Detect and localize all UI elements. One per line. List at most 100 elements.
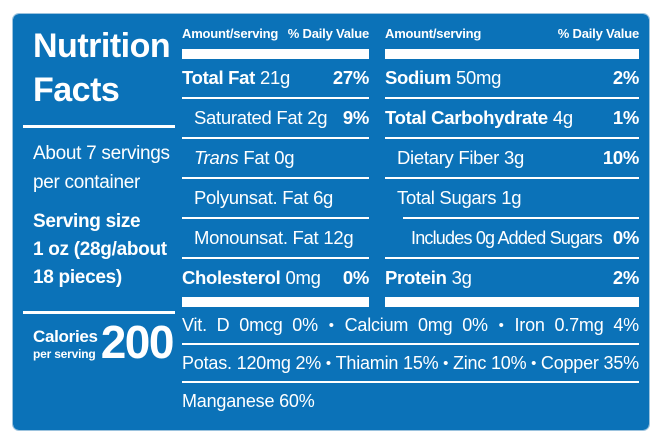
nutrient-row-total-carbohydrate: Total Carbohydrate 4g 1% <box>385 99 639 137</box>
nutrition-facts-title: Nutrition Facts <box>23 24 175 112</box>
micronutrients-row-2: Potas. 120mg 2% • Thiamin 15% • Zinc 10%… <box>182 345 639 381</box>
divider <box>23 310 175 314</box>
nutrient-row-protein: Protein 3g 2% <box>385 259 639 297</box>
section-bar <box>182 297 369 307</box>
nutrient-name: Protein <box>385 267 447 288</box>
nutrient-amount: 50mg <box>456 67 502 88</box>
bullet-separator: • <box>325 354 331 372</box>
nutrient-name: Dietary Fiber <box>397 147 499 168</box>
nutrient-row-total-sugars: Total Sugars 1g <box>385 179 639 217</box>
row-divider <box>385 177 639 179</box>
micronutrient-item: Iron 0.7mg 4% <box>514 314 639 335</box>
nutrient-amount: 0mg <box>285 267 321 288</box>
daily-value: 0% <box>612 227 639 248</box>
calories-label-stack: Calories per serving <box>23 327 98 361</box>
nutrient-name: Total Sugars <box>397 187 497 208</box>
amount-per-serving-header: Amount/serving <box>385 26 482 41</box>
row-divider <box>385 257 639 259</box>
nutrient-columns: Amount/serving % Daily Value Total Fat 2… <box>182 24 639 307</box>
nutrient-column-fats: Amount/serving % Daily Value Total Fat 2… <box>182 24 369 307</box>
micronutrient-item: Calcium 0mg 0% <box>344 314 488 335</box>
nutrient-amount: 1g <box>501 187 522 208</box>
nutrient-row-polyunsaturated-fat: Polyunsat. Fat 6g <box>182 179 369 217</box>
servings-per-container: About 7 servings per container <box>23 140 175 197</box>
micronutrient-item: Zinc 10% <box>452 352 527 373</box>
micronutrient-item: Thiamin 15% <box>335 352 439 373</box>
servings-line-1: About 7 servings <box>33 143 170 165</box>
title-line-2: Facts <box>33 71 120 110</box>
row-divider <box>182 97 369 99</box>
daily-value: 9% <box>342 107 369 128</box>
calories-per-serving-label: per serving <box>33 346 96 361</box>
serving-size-label: Serving size <box>33 211 141 233</box>
column-header: Amount/serving % Daily Value <box>385 24 639 49</box>
micronutrient-item: Copper 35% <box>540 352 639 373</box>
nutrient-name: Includes 0g Added Sugars <box>411 227 603 248</box>
nutrient-column-carbs: Amount/serving % Daily Value Sodium 50mg… <box>385 24 639 307</box>
nutrient-amount: 21g <box>260 67 290 88</box>
nutrient-amount: 4g <box>552 107 573 128</box>
calories-row: Calories per serving 200 <box>23 315 175 368</box>
micronutrients-row-1: Vit. D 0mcg 0% • Calcium 0mg 0% • Iron 0… <box>182 307 639 343</box>
title-line-1: Nutrition <box>33 27 171 65</box>
nutrient-row-sodium: Sodium 50mg 2% <box>385 59 639 97</box>
nutrient-amount: 12g <box>323 227 354 248</box>
nutrient-name-italic: Trans <box>194 147 239 168</box>
bullet-separator: • <box>531 354 537 372</box>
bullet-separator: • <box>498 316 504 334</box>
micronutrient-item: Vit. D 0mcg 0% <box>182 314 318 335</box>
nutrient-name: Saturated Fat <box>194 107 303 128</box>
nutrient-row-trans-fat: Trans Fat 0g <box>182 139 369 177</box>
column-header: Amount/serving % Daily Value <box>182 24 369 49</box>
daily-value-header: % Daily Value <box>557 26 639 41</box>
micronutrients-row-3: Manganese 60% <box>182 383 639 419</box>
nutrient-amount: 2g <box>307 107 328 128</box>
bullet-separator: • <box>443 354 449 372</box>
row-divider <box>182 381 639 383</box>
nutrient-name: Fat <box>243 147 270 168</box>
nutrient-row-cholesterol: Cholesterol 0mg 0% <box>182 259 369 297</box>
nutrient-name: Total Carbohydrate <box>385 107 548 128</box>
nutrient-name: Monounsat. Fat <box>194 227 319 248</box>
daily-value: 2% <box>612 267 639 288</box>
daily-value: 0% <box>342 267 369 288</box>
daily-value: 1% <box>612 107 639 128</box>
daily-value-header: % Daily Value <box>287 26 369 41</box>
nutrient-amount: 0g <box>274 147 295 168</box>
nutrient-name: Total Fat <box>182 67 256 88</box>
calories-label: Calories <box>33 327 98 347</box>
nutrition-facts-label: Nutrition Facts About 7 servings per con… <box>12 13 650 431</box>
nutrient-row-dietary-fiber: Dietary Fiber 3g 10% <box>385 139 639 177</box>
nutrient-row-monounsaturated-fat: Monounsat. Fat 12g <box>182 219 369 257</box>
row-divider <box>385 97 639 99</box>
nutrient-amount: 3g <box>451 267 472 288</box>
divider <box>23 125 175 129</box>
row-divider-inset <box>403 217 639 219</box>
section-bar <box>182 49 369 59</box>
serving-size-value: 1 oz (28g/about 18 pieces) <box>23 236 175 293</box>
bullet-separator: • <box>328 316 334 334</box>
nutrient-name: Cholesterol <box>182 267 281 288</box>
micronutrients-section: Vit. D 0mcg 0% • Calcium 0mg 0% • Iron 0… <box>182 307 639 419</box>
servings-line-2: per container <box>33 171 141 193</box>
nutrient-name: Sodium <box>385 67 452 88</box>
section-bar <box>385 49 639 59</box>
daily-value: 10% <box>602 147 639 168</box>
label-summary-column: Nutrition Facts About 7 servings per con… <box>23 24 175 422</box>
row-divider <box>385 137 639 139</box>
section-bar <box>385 297 639 307</box>
nutrient-row-saturated-fat: Saturated Fat 2g 9% <box>182 99 369 137</box>
nutrient-amount: 3g <box>504 147 524 168</box>
micronutrient-item: Potas. 120mg 2% <box>182 352 322 373</box>
micronutrient-item: Manganese 60% <box>182 390 315 411</box>
nutrient-amount: 6g <box>313 187 334 208</box>
nutrient-row-added-sugars: Includes 0g Added Sugars 0% <box>385 219 639 257</box>
serving-size-line-2: 18 pieces) <box>33 267 122 289</box>
row-divider <box>182 177 369 179</box>
calories-value: 200 <box>100 315 175 368</box>
row-divider <box>182 343 639 345</box>
daily-value: 2% <box>612 67 639 88</box>
row-divider <box>182 217 369 219</box>
serving-size-line-1: 1 oz (28g/about <box>33 238 167 260</box>
nutrition-table-area: Amount/serving % Daily Value Total Fat 2… <box>182 24 639 422</box>
